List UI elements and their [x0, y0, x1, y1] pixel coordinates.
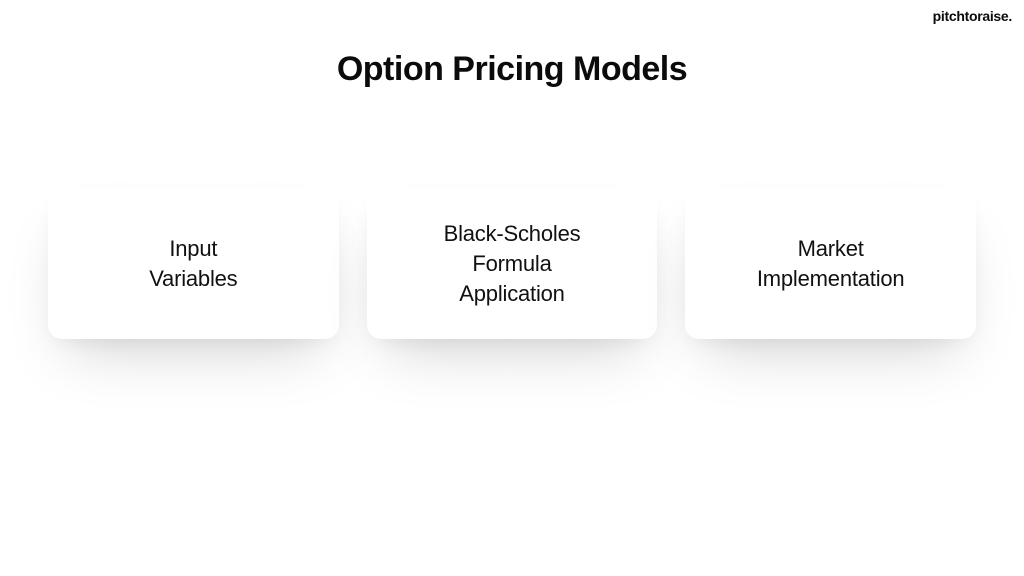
card-label: Market Implementation — [757, 234, 905, 293]
card-black-scholes: Black-Scholes Formula Application — [367, 189, 658, 339]
card-market-implementation: Market Implementation — [685, 189, 976, 339]
cards-row: Input Variables Black-Scholes Formula Ap… — [48, 189, 976, 339]
card-input-variables: Input Variables — [48, 189, 339, 339]
slide: pitchtoraise. Option Pricing Models Inpu… — [0, 0, 1024, 576]
card-label: Input Variables — [149, 234, 237, 293]
card-label: Black-Scholes Formula Application — [444, 219, 581, 308]
watermark: pitchtoraise. — [933, 8, 1012, 24]
page-title: Option Pricing Models — [48, 50, 976, 89]
